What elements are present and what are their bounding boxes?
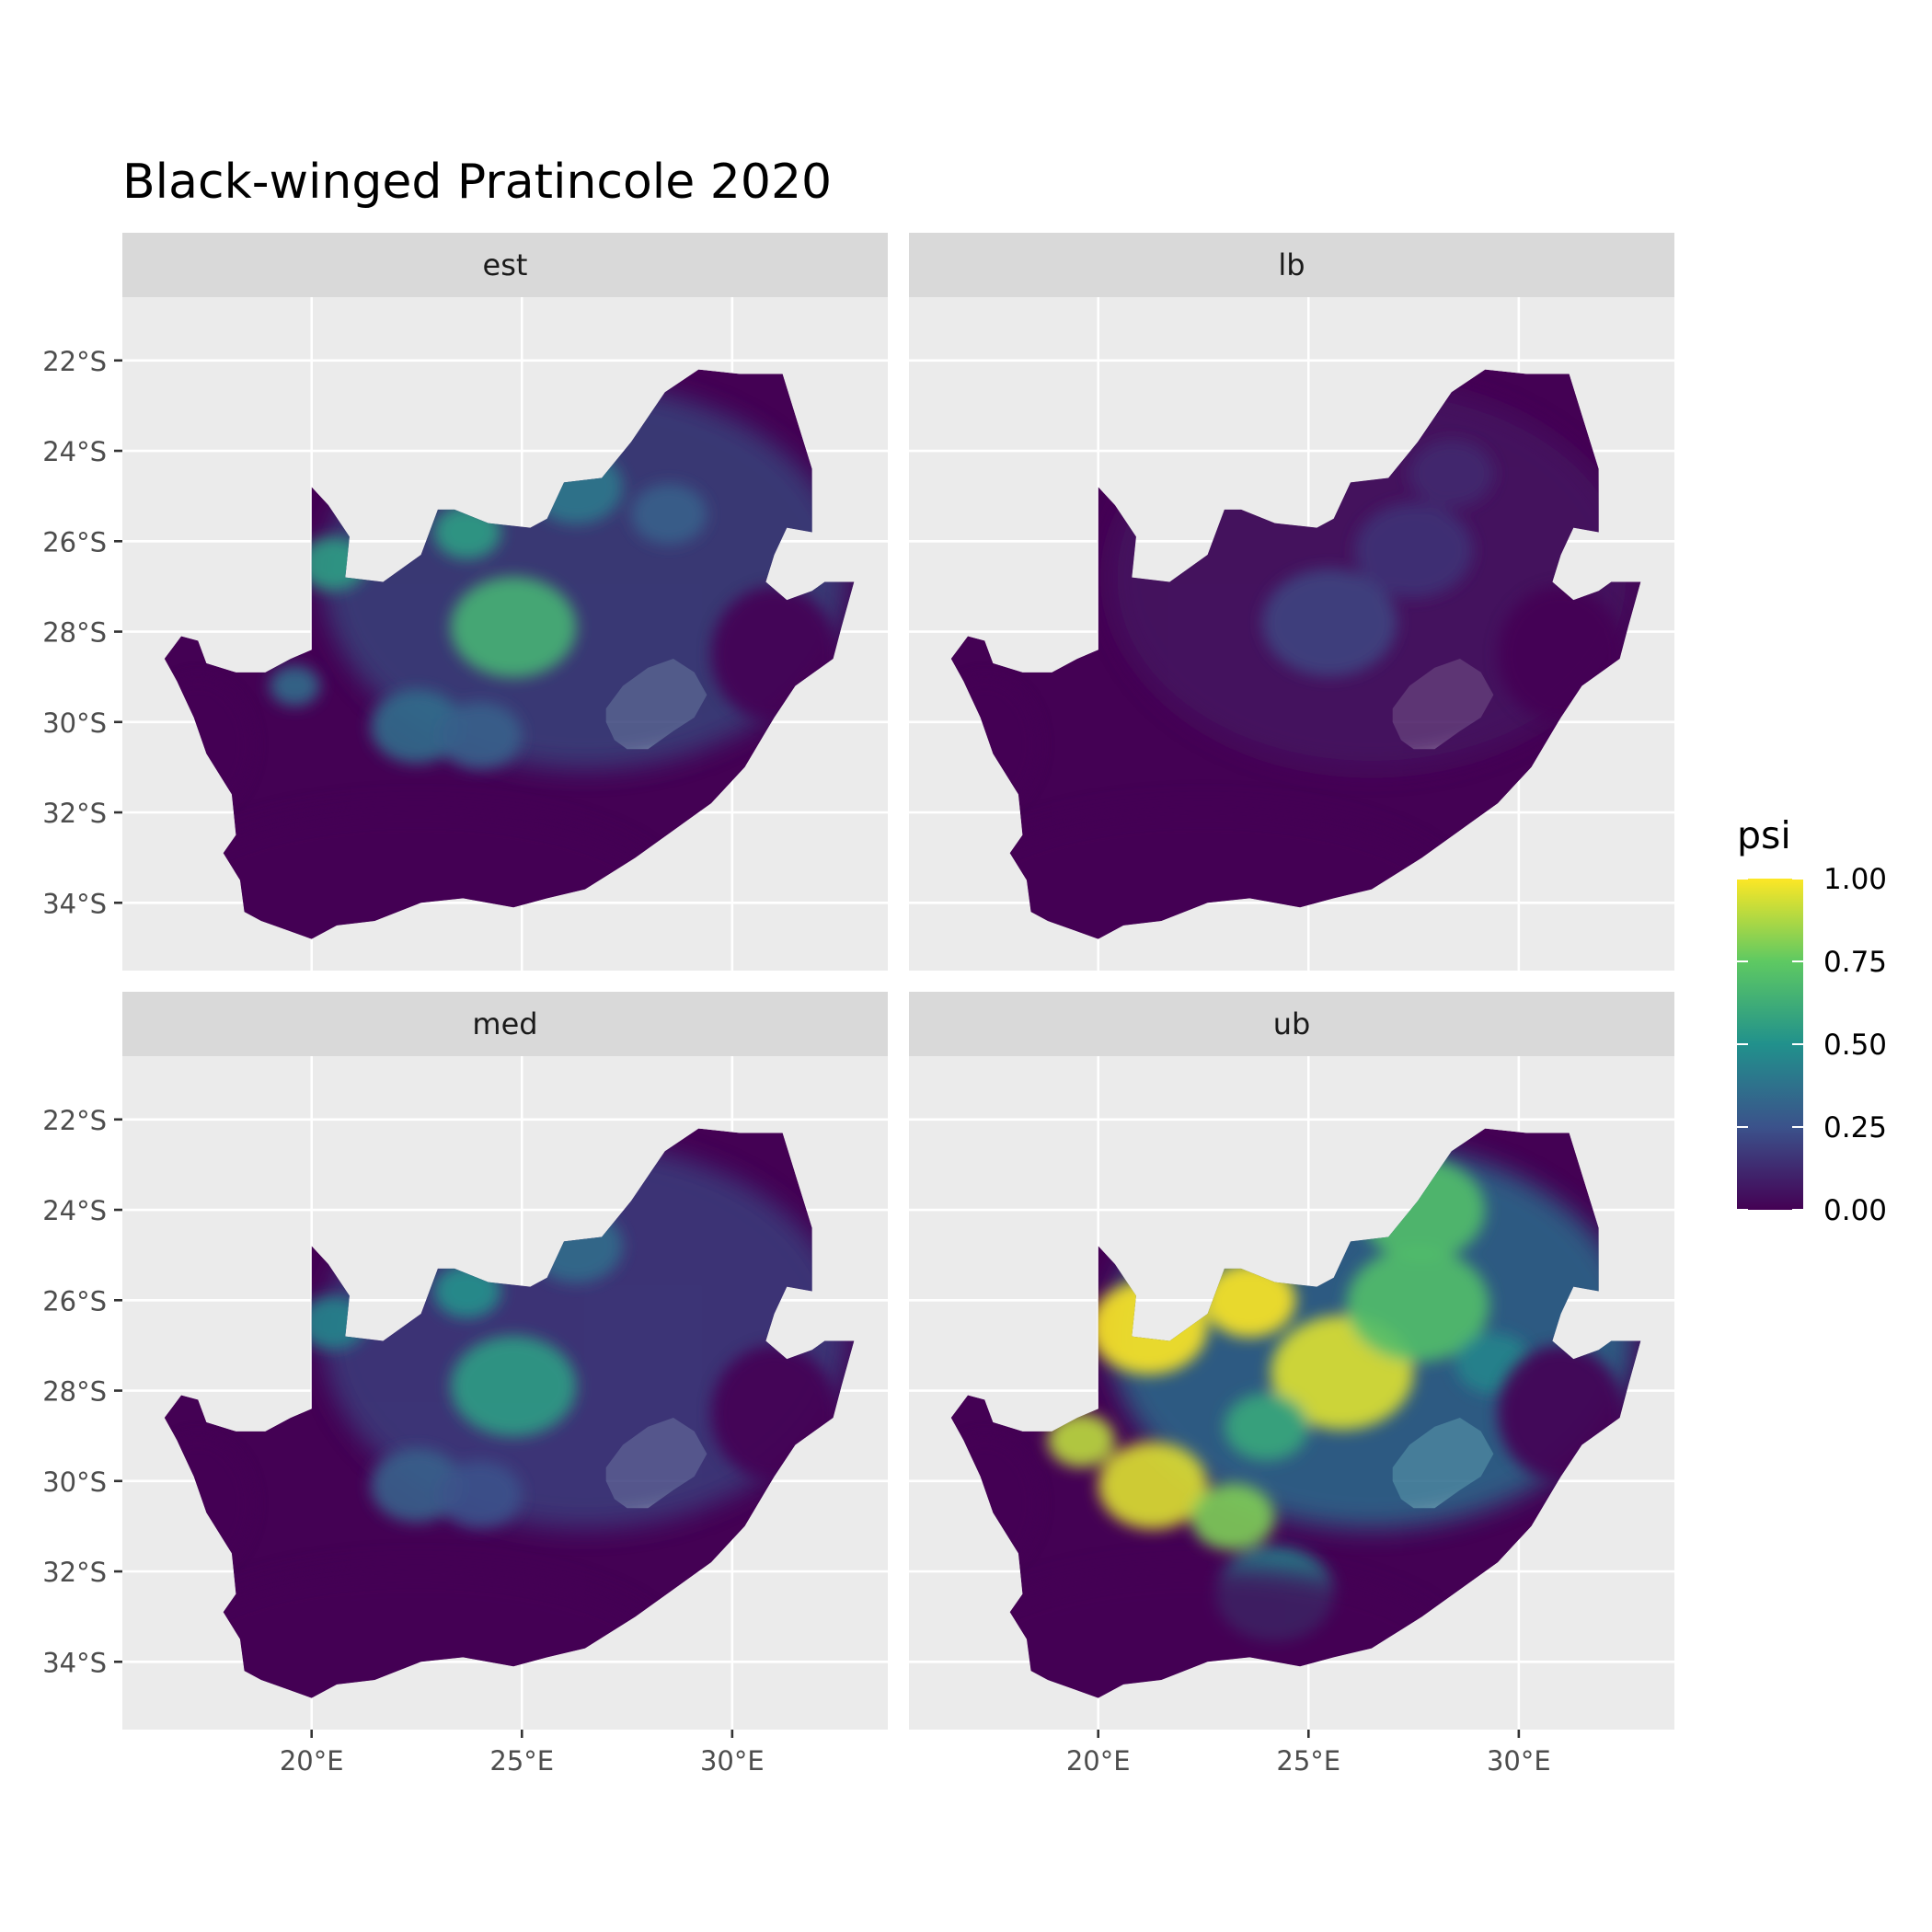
legend-tick-label: 0.50 bbox=[1823, 1029, 1887, 1062]
legend-tick-label: 0.25 bbox=[1823, 1111, 1887, 1144]
x-tick-label: 20°E bbox=[1066, 1745, 1131, 1777]
y-tick-label: 26°S bbox=[42, 1285, 107, 1317]
psi-hotspot bbox=[450, 576, 577, 678]
facet-strip-med bbox=[122, 992, 888, 1056]
y-tick-label: 22°S bbox=[42, 346, 107, 377]
psi-hotspot bbox=[631, 483, 707, 545]
psi-hotspot bbox=[1203, 1263, 1296, 1338]
y-tick-label: 28°S bbox=[42, 1376, 107, 1408]
facet-grid: est 22°S 24°S 26°S 28°S 30°S 32°S 34°S lb med 22°S… bbox=[42, 233, 1674, 1777]
psi-hotspot bbox=[450, 1335, 577, 1437]
map-coastal-low bbox=[950, 1567, 1456, 1698]
psi-hotspot bbox=[1354, 502, 1473, 598]
legend: psi 1.00 0.75 0.50 0.25 0.00 bbox=[1737, 813, 1887, 1227]
psi-hotspot bbox=[270, 665, 320, 707]
x-tick-label: 25°E bbox=[1276, 1745, 1340, 1777]
chart-title: Black-winged Pratincole 2020 bbox=[122, 155, 832, 210]
facet-strip-ub bbox=[909, 992, 1674, 1056]
x-tick-label: 25°E bbox=[489, 1745, 554, 1777]
y-tick-label: 26°S bbox=[42, 526, 107, 558]
facet-strip-lb bbox=[909, 233, 1674, 297]
y-tick-label: 24°S bbox=[42, 436, 107, 467]
facet-label-med: med bbox=[472, 1006, 537, 1041]
psi-hotspot bbox=[1047, 1413, 1115, 1467]
y-tick-label: 32°S bbox=[42, 798, 107, 829]
y-tick-label: 32°S bbox=[42, 1557, 107, 1588]
legend-tick-label: 0.75 bbox=[1823, 946, 1887, 979]
y-tick-label: 34°S bbox=[42, 888, 107, 919]
facet-ub: ub 20°E 25°E 30°E bbox=[909, 992, 1674, 1777]
legend-tick-label: 1.00 bbox=[1823, 863, 1887, 896]
legend-tick-label: 0.00 bbox=[1823, 1194, 1887, 1227]
facet-med: med 22°S 24°S 26°S 28°S 30°S 32°S 34°S 20°E 25°E 3… bbox=[42, 992, 888, 1777]
facet-label-ub: ub bbox=[1273, 1006, 1311, 1041]
psi-hotspot bbox=[1190, 1483, 1275, 1551]
y-tick-label: 34°S bbox=[42, 1647, 107, 1678]
y-tick-label: 30°S bbox=[42, 707, 107, 739]
facet-label-est: est bbox=[483, 247, 528, 282]
psi-hotspot bbox=[437, 701, 523, 770]
facet-strip-est bbox=[122, 233, 888, 297]
map-coastal-low bbox=[164, 1567, 670, 1698]
psi-map-ub bbox=[950, 1128, 1641, 1698]
y-tick-label: 30°S bbox=[42, 1466, 107, 1498]
facet-lb: lb bbox=[909, 233, 1674, 971]
facet-label-lb: lb bbox=[1278, 247, 1305, 282]
y-tick-label: 24°S bbox=[42, 1195, 107, 1226]
psi-hotspot bbox=[1262, 569, 1397, 677]
psi-hotspots bbox=[1262, 440, 1494, 677]
map-coastal-low bbox=[164, 808, 670, 939]
x-tick-label: 30°E bbox=[1487, 1745, 1551, 1777]
psi-map-lb bbox=[950, 369, 1641, 939]
map-coastal-low bbox=[950, 808, 1456, 939]
psi-hotspot bbox=[1346, 1248, 1489, 1363]
psi-hotspot bbox=[1409, 440, 1494, 508]
legend-ticks: 1.00 0.75 0.50 0.25 0.00 bbox=[1737, 863, 1887, 1227]
facet-est: est 22°S 24°S 26°S 28°S 30°S 32°S 34°S bbox=[42, 233, 888, 971]
y-tick-label: 22°S bbox=[42, 1105, 107, 1136]
legend-title: psi bbox=[1737, 813, 1791, 857]
x-tick-label: 30°E bbox=[700, 1745, 765, 1777]
psi-hotspot bbox=[1224, 1393, 1309, 1461]
y-tick-label: 28°S bbox=[42, 617, 107, 649]
psi-hotspot bbox=[1098, 1442, 1208, 1530]
x-tick-label: 20°E bbox=[280, 1745, 344, 1777]
psi-hotspot bbox=[437, 1460, 523, 1529]
